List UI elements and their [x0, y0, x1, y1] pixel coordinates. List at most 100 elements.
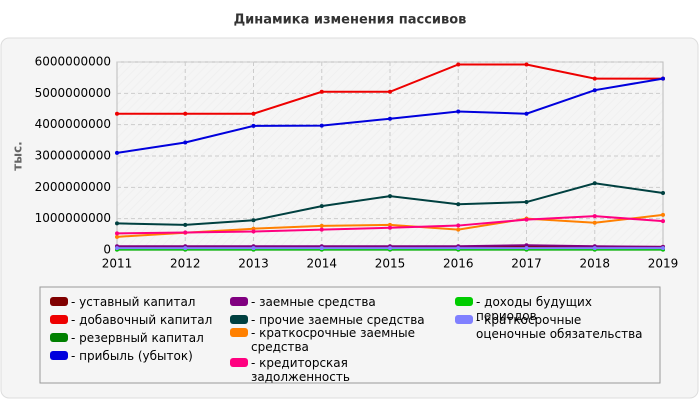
- point: [251, 226, 256, 231]
- point: [592, 220, 597, 225]
- legend-swatch: [230, 328, 248, 337]
- point: [456, 246, 461, 251]
- x-tick-label: 2016: [443, 257, 474, 271]
- legend-swatch: [50, 333, 68, 342]
- y-tick-label: 1000000000: [35, 211, 111, 225]
- point: [251, 246, 256, 251]
- legend-label: - заемные средства: [251, 295, 376, 309]
- point: [115, 150, 119, 155]
- legend-item: - добавочный капитал: [50, 313, 220, 327]
- point: [251, 218, 256, 223]
- y-tick-label: 5000000000: [35, 86, 111, 100]
- legend-item: - кредиторская задолженность: [230, 356, 440, 384]
- point: [388, 246, 392, 251]
- legend-swatch: [50, 315, 68, 324]
- legend-label: - резервный капитал: [71, 331, 204, 345]
- point: [115, 246, 119, 251]
- legend-label: - прибыль (убыток): [71, 349, 193, 363]
- legend-item: - прибыль (убыток): [50, 349, 220, 363]
- x-tick-label: 2012: [170, 257, 201, 271]
- y-tick-label: 4000000000: [35, 117, 111, 131]
- legend-label: - краткосрочные оценочные обязательства: [476, 313, 643, 341]
- chart-title: Динамика изменения пассивов: [234, 13, 467, 28]
- x-tick-label: 2014: [306, 257, 337, 271]
- point: [524, 200, 529, 205]
- legend-item: - резервный капитал: [50, 331, 220, 345]
- point: [524, 243, 529, 248]
- point: [592, 246, 597, 251]
- point: [183, 230, 188, 235]
- point: [388, 225, 392, 230]
- legend-swatch: [230, 297, 248, 306]
- legend-item: - доходы будущих периодов: [455, 295, 645, 323]
- point: [592, 76, 597, 81]
- x-tick-label: 2015: [375, 257, 406, 271]
- point: [456, 223, 461, 228]
- legend-swatch: [455, 315, 473, 324]
- point: [183, 111, 188, 116]
- point: [456, 62, 461, 67]
- point: [388, 222, 392, 227]
- point: [661, 219, 665, 224]
- x-tick-label: 2019: [648, 257, 679, 271]
- legend-swatch: [50, 351, 68, 360]
- x-tick-label: 2018: [579, 257, 610, 271]
- point: [319, 89, 324, 94]
- y-axis-label: тыс.: [11, 141, 25, 170]
- legend-label: - краткосрочные заемные средства: [251, 326, 415, 354]
- y-tick-label: 6000000000: [35, 55, 111, 69]
- point: [524, 111, 529, 116]
- legend-label: - уставный капитал: [71, 295, 196, 309]
- point: [115, 234, 119, 239]
- legend-swatch: [230, 358, 248, 367]
- point: [319, 227, 324, 232]
- point: [456, 109, 461, 114]
- point: [115, 221, 119, 226]
- legend-swatch: [455, 297, 473, 306]
- point: [388, 194, 392, 199]
- legend-label: - кредиторская задолженность: [251, 356, 350, 384]
- legend-item: - краткосрочные заемные средства: [230, 326, 440, 354]
- point: [319, 123, 324, 128]
- legend-label: - доходы будущих периодов: [476, 295, 592, 323]
- point: [524, 62, 529, 67]
- point: [251, 111, 256, 116]
- legend-box: [39, 286, 661, 384]
- point: [251, 229, 256, 234]
- point: [592, 214, 597, 219]
- y-tick-label: 3000000000: [35, 149, 111, 163]
- legend-item: - уставный капитал: [50, 295, 220, 309]
- x-tick-label: 2017: [511, 257, 542, 271]
- point: [319, 223, 324, 228]
- point: [115, 111, 119, 116]
- point: [115, 231, 119, 236]
- point: [319, 246, 324, 251]
- y-tick-label: 0: [103, 243, 111, 257]
- point: [524, 246, 529, 251]
- point: [661, 246, 665, 251]
- point: [456, 202, 461, 207]
- point: [183, 140, 188, 145]
- legend-label: - прочие заемные средства: [251, 313, 425, 327]
- point: [592, 88, 597, 93]
- point: [661, 76, 665, 81]
- legend-swatch: [50, 297, 68, 306]
- point: [592, 181, 597, 186]
- point: [456, 227, 461, 232]
- legend-item: - заемные средства: [230, 295, 440, 309]
- x-tick-label: 2011: [102, 257, 133, 271]
- point: [388, 89, 392, 94]
- legend-item: - прочие заемные средства: [230, 313, 440, 327]
- point: [183, 222, 188, 227]
- point: [388, 116, 392, 121]
- point: [319, 204, 324, 209]
- point: [183, 246, 188, 251]
- point: [524, 217, 529, 222]
- point: [661, 190, 665, 195]
- x-tick-label: 2013: [238, 257, 269, 271]
- legend-swatch: [230, 315, 248, 324]
- y-tick-label: 2000000000: [35, 180, 111, 194]
- point: [661, 212, 665, 217]
